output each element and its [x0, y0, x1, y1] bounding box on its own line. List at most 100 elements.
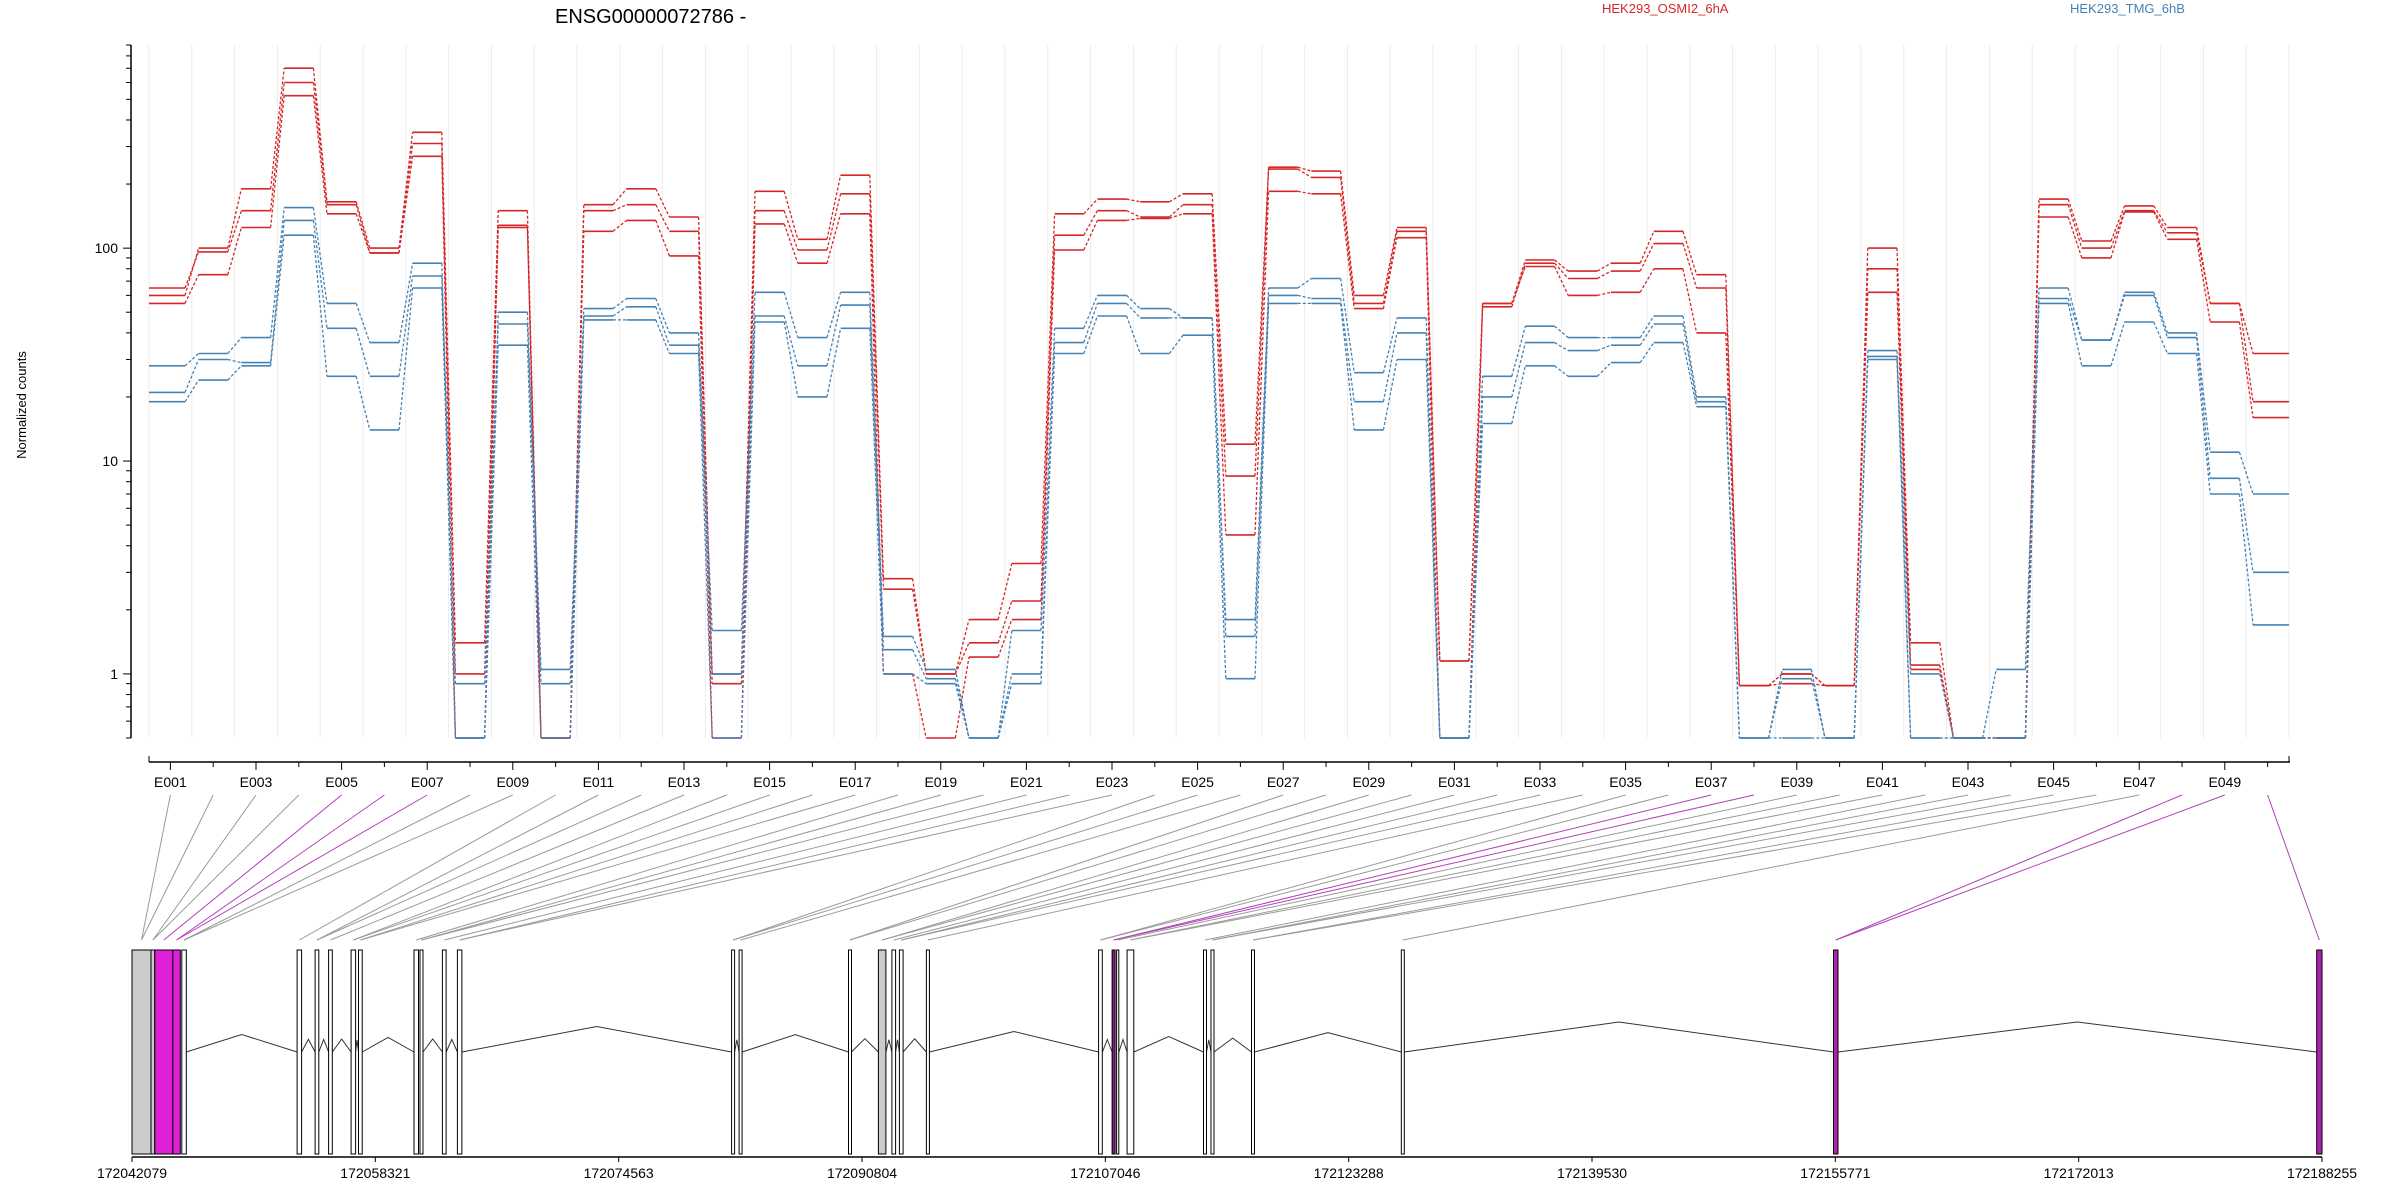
exon-connector	[1130, 794, 1883, 941]
exon-box	[1111, 949, 1116, 1155]
x-tick-label: E025	[1181, 774, 1214, 790]
series-line	[149, 67, 2289, 739]
exon-box	[181, 949, 187, 1155]
gene-axis-tick-label: 172090804	[827, 1165, 897, 1181]
x-tick-label: E013	[668, 774, 701, 790]
intron-line	[1837, 1021, 2317, 1053]
series-transition	[184, 220, 2254, 739]
x-tick-label: E027	[1267, 774, 1300, 790]
x-tick-label: E003	[240, 774, 273, 790]
series-transition	[184, 68, 2254, 739]
grid	[148, 45, 2290, 738]
exon-connector	[330, 794, 685, 941]
gene-axis-tick-label: 172139530	[1557, 1165, 1627, 1181]
x-tick-label: E001	[154, 774, 187, 790]
exon-box	[172, 949, 181, 1155]
gene-axis-tick-label: 172123288	[1314, 1165, 1384, 1181]
exon-box	[925, 949, 930, 1155]
x-tick-label: E039	[1780, 774, 1813, 790]
series-line	[149, 206, 2289, 739]
exon-connector	[459, 794, 1070, 941]
x-tick-label: E023	[1096, 774, 1129, 790]
x-tick-label: E021	[1010, 774, 1043, 790]
exon-connector	[152, 794, 257, 941]
intron-line	[331, 1038, 352, 1053]
exon-connector	[360, 794, 856, 941]
exon-connector	[1835, 794, 2225, 941]
x-tick-label: E043	[1952, 774, 1985, 790]
exon-box	[2316, 949, 2323, 1155]
exon-connector	[1100, 794, 1669, 941]
exon-connector	[316, 794, 642, 941]
exon-connector	[416, 794, 899, 941]
intron-line	[422, 1038, 443, 1053]
exon-box	[350, 949, 357, 1155]
gene-axis-tick-label: 172188255	[2287, 1165, 2357, 1181]
exon-connector	[1252, 794, 2054, 941]
exon-box	[877, 949, 887, 1155]
y-axis-label: Normalized counts	[14, 351, 29, 459]
exon-connector	[316, 794, 599, 941]
exon-connector	[893, 794, 1455, 941]
intron-line	[1404, 1021, 1834, 1053]
gene-axis-tick-label: 172042079	[97, 1165, 167, 1181]
exon-connector	[353, 794, 727, 941]
intron-line	[461, 1025, 732, 1053]
exon-connector	[1212, 794, 2011, 941]
exon-connector	[1402, 794, 2140, 941]
x-tick-label: E019	[924, 774, 957, 790]
exon-connector	[421, 794, 941, 941]
intron-line	[895, 1039, 900, 1053]
exon-box	[738, 949, 743, 1155]
axes: 1 10 100 E001 E003 E005 E007 E009 E011 E013 E015 E0…	[95, 44, 2290, 790]
series-plateau	[149, 234, 2289, 739]
exon-connector	[927, 794, 1583, 941]
intron-line	[741, 1034, 849, 1053]
exon-box	[1203, 949, 1207, 1155]
series-line	[149, 234, 2289, 739]
series-transition	[184, 235, 2254, 739]
exon-connector	[732, 794, 1198, 941]
exon-box	[358, 949, 363, 1155]
series-plateau	[149, 206, 2289, 739]
exon-connector	[2267, 794, 2320, 941]
exon-connector	[1117, 794, 1797, 941]
exon-connector	[1130, 794, 1840, 941]
intron-line	[885, 1039, 893, 1053]
exon-connector	[421, 794, 984, 941]
gene-axis-tick-label: 172155771	[1800, 1165, 1870, 1181]
exon-box	[1116, 949, 1120, 1155]
exon-connector	[1204, 794, 1926, 941]
x-tick-label: E007	[411, 774, 444, 790]
exon-connector	[1252, 794, 2097, 941]
exon-box	[456, 949, 463, 1155]
intron-line	[929, 1030, 1099, 1053]
x-tick-label: E015	[753, 774, 786, 790]
intron-line	[186, 1033, 298, 1053]
intron-line	[734, 1039, 740, 1053]
exon-box	[1833, 949, 1839, 1155]
gene-axis-tick-label: 172172013	[2044, 1165, 2114, 1181]
legend-label-osmi: HEK293_OSMI2_6hA	[1602, 1, 1729, 16]
exon-box	[898, 949, 904, 1155]
y-tick-label: 10	[102, 453, 118, 469]
exon-connector	[176, 794, 385, 941]
y-tick-label: 100	[95, 240, 119, 256]
intron-line	[318, 1038, 330, 1053]
x-tick-label: E011	[583, 774, 615, 790]
intron-line	[1206, 1039, 1212, 1053]
x-tick-label: E035	[1609, 774, 1642, 790]
intron-line	[1133, 1035, 1204, 1053]
x-tick-label: E029	[1352, 774, 1385, 790]
exon-connector	[732, 794, 1155, 941]
series-line	[149, 219, 2289, 739]
x-tick-label: E049	[2208, 774, 2241, 790]
chart-title: ENSG00000072786 -	[555, 6, 746, 28]
x-tick-label: E017	[839, 774, 872, 790]
exon-connector	[882, 794, 1369, 941]
series-plateau	[149, 94, 2289, 739]
exon-box	[1098, 949, 1103, 1155]
intron-line	[851, 1037, 879, 1053]
y-tick-label: 1	[110, 666, 118, 682]
